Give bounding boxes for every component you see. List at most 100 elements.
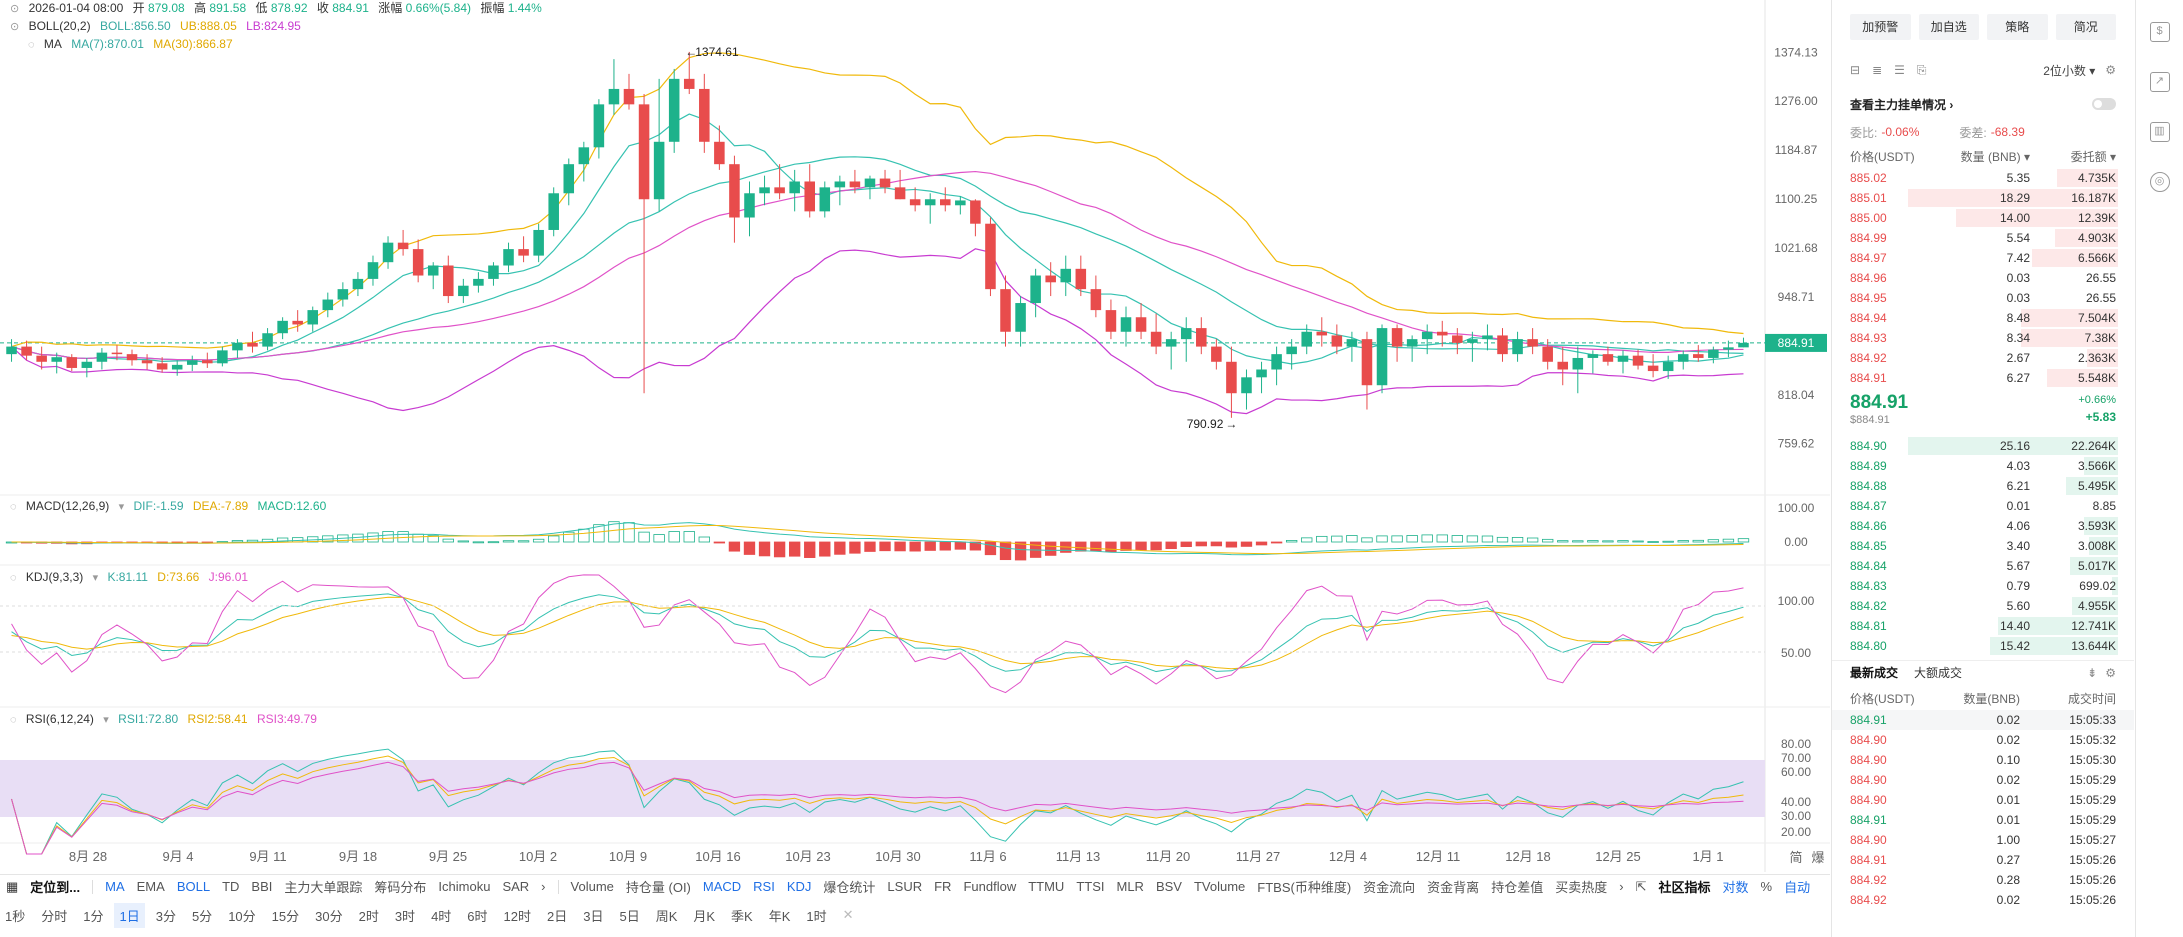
interval-15[interactable]: 3日 bbox=[583, 908, 604, 924]
ind-fund-divergence[interactable]: 资金背离 bbox=[1427, 880, 1480, 895]
interval-9[interactable]: 2时 bbox=[358, 908, 379, 924]
layout-both-icon[interactable]: ⊟ bbox=[1850, 63, 1861, 77]
trend-icon[interactable]: ↗ bbox=[2149, 72, 2170, 92]
header-amount[interactable]: 委托额 ▾ bbox=[2070, 149, 2116, 164]
bell-icon[interactable]: ◌ bbox=[10, 501, 17, 513]
tab-latest-trades[interactable]: 最新成交 bbox=[1850, 666, 1899, 680]
ind-bbi[interactable]: BBI bbox=[251, 879, 273, 894]
document-icon[interactable]: $ bbox=[2149, 22, 2170, 42]
bell-icon[interactable]: ◌ bbox=[10, 714, 17, 726]
chevron-down-icon[interactable]: ▾ bbox=[92, 572, 99, 584]
main-orders-toggle[interactable] bbox=[2092, 98, 2116, 110]
ind-oi[interactable]: 持仓量 (OI) bbox=[625, 880, 691, 895]
auto-toggle[interactable]: 自动 bbox=[1784, 880, 1811, 895]
ind-sar[interactable]: SAR bbox=[502, 879, 530, 894]
close-icon[interactable]: ✕ bbox=[842, 907, 854, 922]
bid-row[interactable]: 884.80 15.42 13.644K bbox=[1832, 636, 2134, 656]
coin-icon[interactable]: ◎ bbox=[2149, 172, 2170, 192]
ask-row[interactable]: 885.02 5.35 4.735K bbox=[1832, 168, 2134, 188]
external-link-icon[interactable]: ⇱ bbox=[1635, 878, 1647, 894]
ind-fund-direction[interactable]: 资金流向 bbox=[1363, 880, 1416, 895]
chevron-right-icon[interactable]: › bbox=[1619, 879, 1624, 894]
layout-depth-icon[interactable]: ⎘ bbox=[1916, 62, 1927, 77]
interval-10[interactable]: 3时 bbox=[394, 908, 416, 924]
interval-17[interactable]: 周K bbox=[655, 908, 678, 924]
chevron-down-icon[interactable]: ▾ bbox=[103, 714, 109, 726]
interval-13[interactable]: 12时 bbox=[503, 908, 531, 924]
ask-row[interactable]: 884.93 8.34 7.38K bbox=[1832, 328, 2134, 348]
interval-16[interactable]: 5日 bbox=[619, 908, 640, 924]
bid-row[interactable]: 884.89 4.03 3.566K bbox=[1832, 456, 2134, 476]
community-indicator-button[interactable]: 社区指标 bbox=[1658, 880, 1711, 895]
log-toggle[interactable]: 对数 bbox=[1722, 880, 1749, 895]
overview-button[interactable]: 简况 bbox=[2055, 14, 2116, 40]
interval-6[interactable]: 10分 bbox=[228, 908, 256, 924]
settings-icon[interactable]: ⚙ bbox=[2105, 63, 2116, 77]
interval-20[interactable]: 年K bbox=[768, 908, 791, 924]
percent-toggle[interactable]: % bbox=[1760, 879, 1773, 894]
bell-icon[interactable]: ◌ bbox=[28, 39, 35, 51]
filter-icon[interactable]: ⇟ bbox=[2087, 665, 2098, 680]
main-orders-link[interactable]: 查看主力挂单情况 › bbox=[1850, 97, 1954, 112]
ind-lsur[interactable]: LSUR bbox=[887, 879, 923, 894]
ind-ttsi[interactable]: TTSI bbox=[1076, 879, 1105, 894]
bid-row[interactable]: 884.83 0.79 699.02 bbox=[1832, 576, 2134, 596]
ind-volume[interactable]: Volume bbox=[570, 879, 614, 894]
calendar-icon[interactable]: ▦ bbox=[6, 878, 19, 894]
interval-21[interactable]: 1时 bbox=[806, 908, 827, 924]
ind-macd[interactable]: MACD bbox=[702, 879, 742, 894]
interval-11[interactable]: 4时 bbox=[431, 908, 452, 924]
settings-icon[interactable]: ⚙ bbox=[2105, 665, 2116, 680]
ask-row[interactable]: 885.00 14.00 12.39K bbox=[1832, 208, 2134, 228]
ind-rsi[interactable]: RSI bbox=[753, 879, 775, 894]
collapse-icon[interactable]: ⊙ bbox=[10, 21, 20, 33]
bar-chart-icon[interactable]: ▥ bbox=[2149, 122, 2170, 142]
ind-oi-diff[interactable]: 持仓差值 bbox=[1491, 880, 1544, 895]
interval-5[interactable]: 5分 bbox=[191, 908, 213, 924]
ind-big-order[interactable]: 主力大单跟踪 bbox=[284, 880, 363, 895]
ind-kdj[interactable]: KDJ bbox=[786, 879, 812, 894]
layout-asks-icon[interactable]: ☰ bbox=[1894, 63, 1905, 77]
watchlist-button[interactable]: 加自选 bbox=[1918, 14, 1979, 40]
alert-button[interactable]: 加预警 bbox=[1850, 14, 1911, 40]
goto-button[interactable]: 定位到... bbox=[30, 880, 81, 895]
strategy-button[interactable]: 策略 bbox=[1987, 14, 2048, 40]
interval-19[interactable]: 季K bbox=[731, 908, 753, 924]
ind-ma[interactable]: MA bbox=[105, 879, 125, 894]
ask-row[interactable]: 884.92 2.67 2.363K bbox=[1832, 348, 2134, 368]
bid-row[interactable]: 884.85 3.40 3.008K bbox=[1832, 536, 2134, 556]
interval-1[interactable]: 分时 bbox=[41, 908, 68, 924]
ind-tvolume[interactable]: TVolume bbox=[1193, 879, 1246, 894]
ind-fr[interactable]: FR bbox=[934, 879, 952, 894]
ask-row[interactable]: 884.97 7.42 6.566K bbox=[1832, 248, 2134, 268]
ask-row[interactable]: 884.96 0.03 26.55 bbox=[1832, 268, 2134, 288]
bid-row[interactable]: 884.81 14.40 12.741K bbox=[1832, 616, 2134, 636]
ind-ema[interactable]: EMA bbox=[136, 879, 165, 894]
interval-0[interactable]: 1秒 bbox=[5, 908, 26, 924]
bid-row[interactable]: 884.84 5.67 5.017K bbox=[1832, 556, 2134, 576]
bid-row[interactable]: 884.86 4.06 3.593K bbox=[1832, 516, 2134, 536]
interval-18[interactable]: 月K bbox=[693, 908, 716, 924]
bid-row[interactable]: 884.88 6.21 5.495K bbox=[1832, 476, 2134, 496]
tab-large-trades[interactable]: 大额成交 bbox=[1914, 666, 1963, 680]
ask-row[interactable]: 885.01 18.29 16.187K bbox=[1832, 188, 2134, 208]
ask-row[interactable]: 884.91 6.27 5.548K bbox=[1832, 368, 2134, 388]
interval-8[interactable]: 30分 bbox=[315, 908, 343, 924]
ind-ichimoku[interactable]: Ichimoku bbox=[438, 879, 491, 894]
ind-ftbs[interactable]: FTBS(币种维度) bbox=[1257, 880, 1352, 895]
ind-ttmu[interactable]: TTMU bbox=[1028, 879, 1065, 894]
bid-row[interactable]: 884.90 25.16 22.264K bbox=[1832, 436, 2134, 456]
interval-2[interactable]: 1分 bbox=[83, 908, 104, 924]
ind-bsv[interactable]: BSV bbox=[1155, 879, 1182, 894]
ask-row[interactable]: 884.94 8.48 7.504K bbox=[1832, 308, 2134, 328]
chevron-down-icon[interactable]: ▾ bbox=[118, 501, 125, 513]
ask-row[interactable]: 884.95 0.03 26.55 bbox=[1832, 288, 2134, 308]
ind-td[interactable]: TD bbox=[222, 879, 240, 894]
chart-canvas[interactable]: 1374.13 1276.00 1184.87 1100.25 1021.68 948.7… bbox=[0, 0, 1830, 872]
layout-bids-icon[interactable]: ≣ bbox=[1872, 63, 1883, 77]
ask-row[interactable]: 884.99 5.54 4.903K bbox=[1832, 228, 2134, 248]
interval-14[interactable]: 2日 bbox=[547, 908, 568, 924]
ind-mlr[interactable]: MLR bbox=[1116, 879, 1144, 894]
interval-12[interactable]: 6时 bbox=[467, 908, 488, 924]
ind-boll[interactable]: BOLL bbox=[176, 879, 211, 894]
